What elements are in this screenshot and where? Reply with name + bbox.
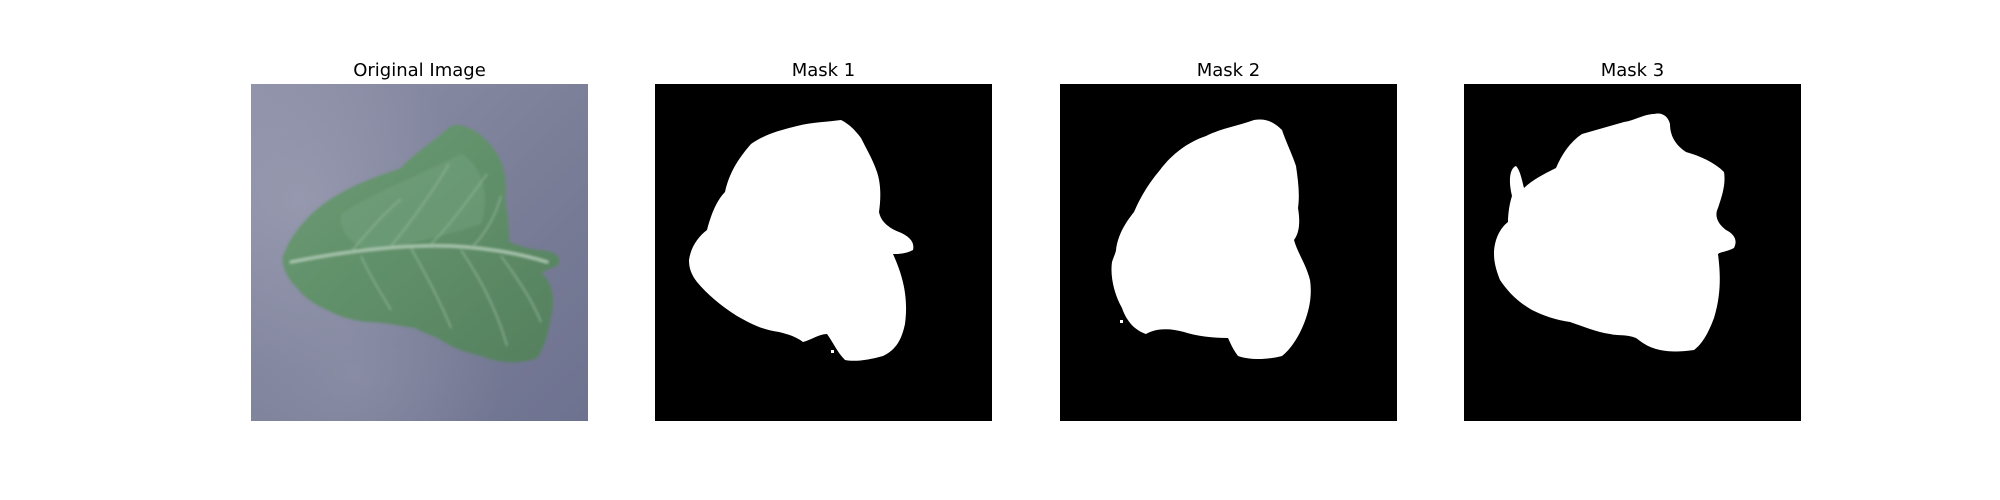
original-image (251, 84, 588, 421)
panel-title: Mask 2 (1196, 60, 1261, 81)
panel-mask-3: Mask 3 (1464, 57, 1801, 421)
mask-image (1464, 84, 1801, 421)
panel-title: Mask 1 (791, 60, 856, 81)
mask-image (1060, 84, 1397, 421)
panel-mask-2: Mask 2 (1060, 57, 1397, 421)
panel-title: Original Image (353, 60, 486, 81)
panel-mask-1: Mask 1 (655, 57, 992, 421)
mask-region (1494, 113, 1736, 352)
panel-original-image: Original Image (251, 57, 588, 421)
leaf-midrib (289, 244, 549, 264)
mask-image (655, 84, 992, 421)
mask-region (1111, 119, 1311, 360)
mask-region (689, 120, 914, 361)
leaf (282, 125, 560, 363)
panel-title: Mask 3 (1600, 60, 1665, 81)
